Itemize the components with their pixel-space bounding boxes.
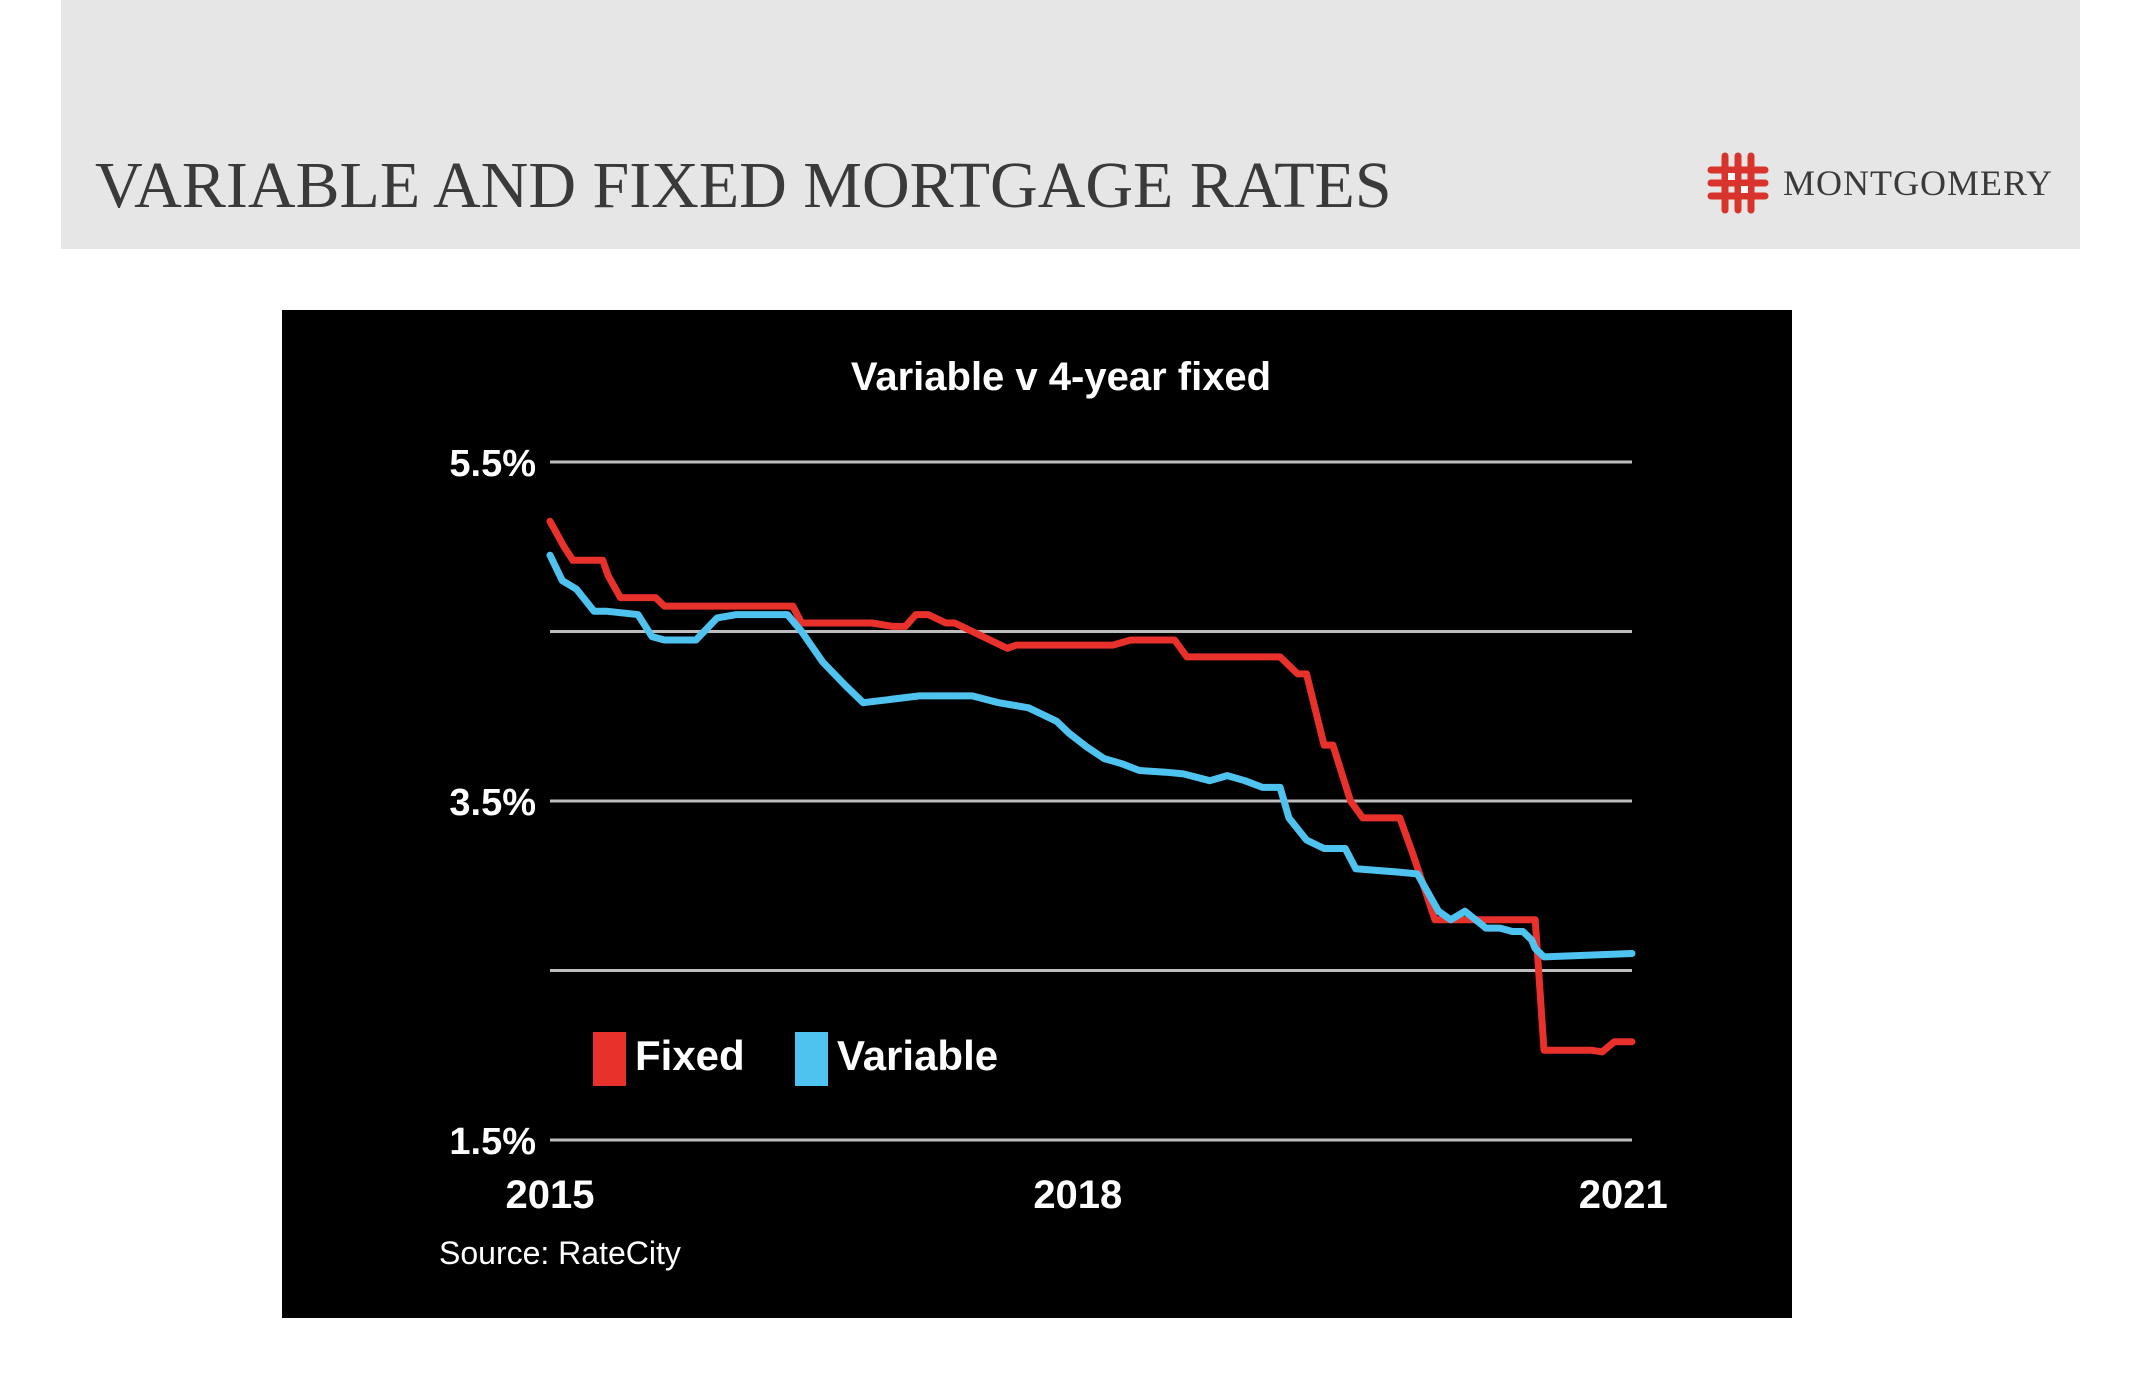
y-tick-label: 3.5% bbox=[449, 782, 536, 824]
brand-logo: MONTGOMERY bbox=[1705, 148, 2053, 218]
series-line-variable bbox=[546, 551, 1636, 961]
line-chart: Variable v 4-year fixed 5.5% 3.5% 1.5% 2015 2… bbox=[439, 355, 1668, 1271]
page-title: VARIABLE AND FIXED MORTGAGE RATES bbox=[95, 149, 1392, 222]
legend-label: Variable bbox=[837, 1032, 998, 1079]
x-tick-label: 2018 bbox=[1033, 1173, 1122, 1217]
y-tick-label: 1.5% bbox=[449, 1121, 536, 1163]
x-tick-label: 2021 bbox=[1579, 1173, 1668, 1217]
chart-panel: Variable v 4-year fixed 5.5% 3.5% 1.5% 2015 2… bbox=[282, 310, 1792, 1318]
chart-title: Variable v 4-year fixed bbox=[851, 355, 1271, 399]
legend-swatch bbox=[795, 1032, 828, 1086]
series-line-fixed bbox=[546, 517, 1636, 1056]
montgomery-knot-logo-icon bbox=[1707, 152, 1769, 214]
legend-swatch bbox=[593, 1032, 626, 1086]
logo-text: MONTGOMERY bbox=[1783, 163, 2054, 203]
header-band bbox=[61, 0, 2080, 249]
x-tick-label: 2015 bbox=[506, 1173, 595, 1217]
legend-label: Fixed bbox=[635, 1032, 745, 1079]
y-tick-label: 5.5% bbox=[449, 443, 536, 485]
source-note: Source: RateCity bbox=[439, 1235, 681, 1271]
